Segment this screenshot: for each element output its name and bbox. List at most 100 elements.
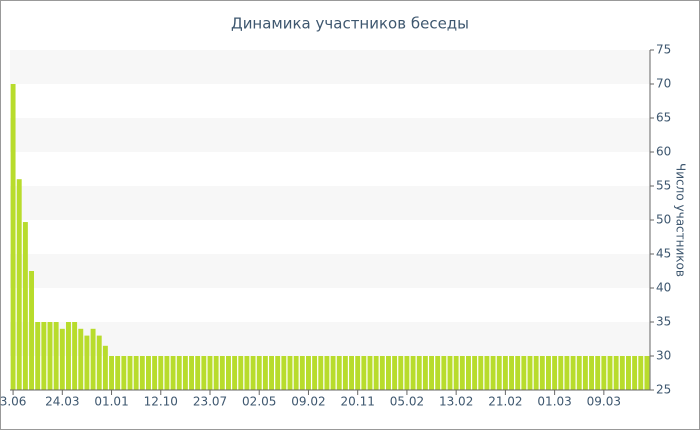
bar [176,356,182,390]
bar [293,356,299,390]
x-tick-label: 20.11 [341,395,375,409]
bar [29,271,34,390]
bar [226,356,231,390]
x-tick-label: 09.02 [291,395,325,409]
bar [398,356,404,390]
grid-band [10,322,650,356]
bar [189,356,194,390]
bar [509,356,514,390]
bar [219,356,225,390]
bar [306,356,311,390]
bar [170,356,176,390]
y-tick-label: 60 [656,145,671,159]
bar [201,356,207,390]
bar [638,356,644,390]
grid-band [10,118,650,152]
bar [262,356,268,390]
bar [96,335,102,390]
bar [41,322,47,390]
bar [213,356,219,390]
bar [626,356,631,390]
bar [78,328,84,390]
bar [232,356,238,390]
chart-title: Динамика участников беседы [231,15,469,33]
bar [139,356,145,390]
bar [250,356,256,390]
bar [207,356,213,390]
bar [72,322,78,390]
bar [521,356,527,390]
x-tick-label: 13.02 [439,395,473,409]
x-tick-label: 05.02 [390,395,424,409]
bar [47,322,53,390]
x-tick-label: 09.03 [587,395,621,409]
x-tick-label: 24.03 [45,395,79,409]
bar [533,356,539,390]
bar [570,356,576,390]
x-tick-label: 21.02 [488,395,522,409]
bar [404,356,410,390]
bar [16,179,22,390]
bar [342,356,348,390]
bar [484,356,490,390]
bar [552,356,558,390]
bar [496,356,502,390]
bar [287,356,293,390]
y-tick-label: 30 [656,349,671,363]
bar [422,356,428,390]
bar [490,356,496,390]
bar [66,322,71,390]
bar [102,345,108,390]
bar [410,356,416,390]
y-tick-label: 45 [656,247,671,261]
grid-band [10,50,650,84]
bar [330,356,336,390]
y-tick-label: 55 [656,179,671,193]
bar [312,356,318,390]
grid-band [10,186,650,220]
bar [275,356,281,390]
x-tick-label: 01.03 [537,395,571,409]
x-tick-label: 02.05 [242,395,276,409]
bar [379,356,385,390]
bar [146,356,151,390]
bar [367,356,373,390]
y-tick-label: 70 [656,77,671,91]
bar [22,222,28,390]
bar [601,356,607,390]
bar [133,356,139,390]
x-tick-label: 01.01 [94,395,128,409]
bar [595,356,601,390]
bar [281,356,287,390]
bar [447,356,453,390]
bar [607,356,613,390]
bar [336,356,342,390]
bar [472,356,478,390]
y-tick-label: 40 [656,281,671,295]
bar [502,356,508,390]
x-tick-label: 3.06 [0,395,26,409]
bar [158,356,164,390]
bar [35,322,41,390]
bar [299,356,305,390]
bar [195,356,201,390]
y-tick-label: 50 [656,213,671,227]
bar [182,356,188,390]
x-tick-label: 23.07 [193,395,227,409]
x-tick-label: 12.10 [144,395,178,409]
y-tick-label: 35 [656,315,671,329]
bar [527,356,533,390]
bar [466,356,471,390]
bar [435,356,441,390]
bar [109,356,114,390]
bar [459,356,465,390]
bar [619,356,625,390]
bar [632,356,638,390]
bar [416,356,422,390]
y-tick-label: 75 [656,43,671,57]
grid-band [10,254,650,288]
bar [576,356,582,390]
bar [244,356,250,390]
